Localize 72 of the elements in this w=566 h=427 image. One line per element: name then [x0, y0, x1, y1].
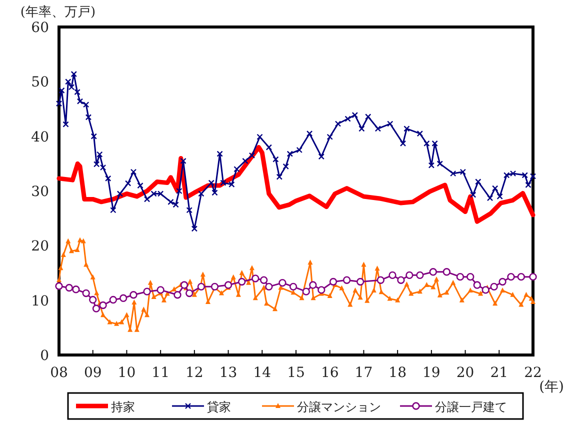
- x-tick-label: 16: [320, 365, 339, 381]
- point: [466, 272, 474, 281]
- point: [238, 278, 246, 286]
- point: [429, 268, 437, 276]
- point: [55, 282, 63, 290]
- x-tick-label: 12: [186, 365, 204, 381]
- y-axis-title: (年率、万戸): [20, 4, 96, 20]
- legend-label: 持家: [111, 400, 135, 414]
- x-tick-label: 15: [287, 365, 305, 381]
- point: [109, 296, 118, 304]
- point: [130, 291, 138, 299]
- x-tick-label: 17: [354, 365, 373, 381]
- point: [252, 274, 260, 282]
- point: [72, 286, 80, 294]
- point: [309, 281, 317, 289]
- point: [156, 286, 164, 294]
- x-tick-label: 09: [84, 365, 102, 381]
- point: [490, 282, 498, 291]
- point: [507, 272, 515, 281]
- point: [174, 291, 182, 299]
- point: [99, 301, 107, 310]
- point: [89, 296, 97, 304]
- legend-label: 貸家: [207, 400, 231, 414]
- point: [342, 276, 351, 284]
- x-tick-label: 18: [388, 365, 406, 381]
- x-tick-label: 19: [422, 365, 440, 381]
- point: [180, 281, 188, 289]
- point: [473, 281, 481, 289]
- point: [289, 282, 298, 291]
- point: [397, 276, 405, 284]
- y-tick-label: 20: [31, 238, 49, 255]
- point: [498, 278, 506, 286]
- point: [186, 289, 194, 298]
- point: [65, 284, 74, 292]
- point: [82, 289, 90, 298]
- point: [260, 276, 268, 284]
- legend-label: 分譲マンション: [297, 400, 381, 414]
- x-tick-label: 11: [152, 365, 170, 381]
- x-tick-label: 20: [456, 365, 474, 381]
- y-tick-label: 40: [31, 129, 49, 146]
- legend-label: 分譲一戸建て: [435, 400, 507, 414]
- point: [482, 286, 490, 294]
- point: [302, 288, 310, 296]
- point: [143, 288, 151, 296]
- x-tick-label: 21: [490, 365, 508, 381]
- x-tick-label: 08: [50, 365, 68, 381]
- x-tick-label: 14: [253, 365, 272, 381]
- point: [406, 271, 414, 280]
- point: [376, 276, 384, 284]
- point: [265, 282, 273, 291]
- x-tick-label: 10: [118, 365, 136, 381]
- x-axis-title: (年): [539, 379, 564, 395]
- x-tick-label: 13: [219, 365, 238, 381]
- y-tick-label: 0: [40, 348, 49, 364]
- point: [442, 268, 451, 276]
- y-tick-label: 60: [31, 20, 49, 36]
- y-tick-label: 30: [31, 184, 49, 200]
- point: [224, 281, 232, 289]
- point: [456, 272, 464, 281]
- point: [329, 278, 338, 286]
- point: [388, 271, 396, 280]
- point: [356, 278, 364, 286]
- x-tick-label: 22: [524, 365, 542, 381]
- point: [517, 272, 525, 281]
- point: [529, 272, 537, 281]
- y-tick-label: 50: [31, 74, 49, 91]
- point: [119, 294, 128, 302]
- point: [318, 286, 326, 294]
- point: [92, 304, 100, 312]
- point: [278, 278, 286, 287]
- point: [416, 271, 424, 280]
- y-tick-label: 10: [31, 293, 49, 310]
